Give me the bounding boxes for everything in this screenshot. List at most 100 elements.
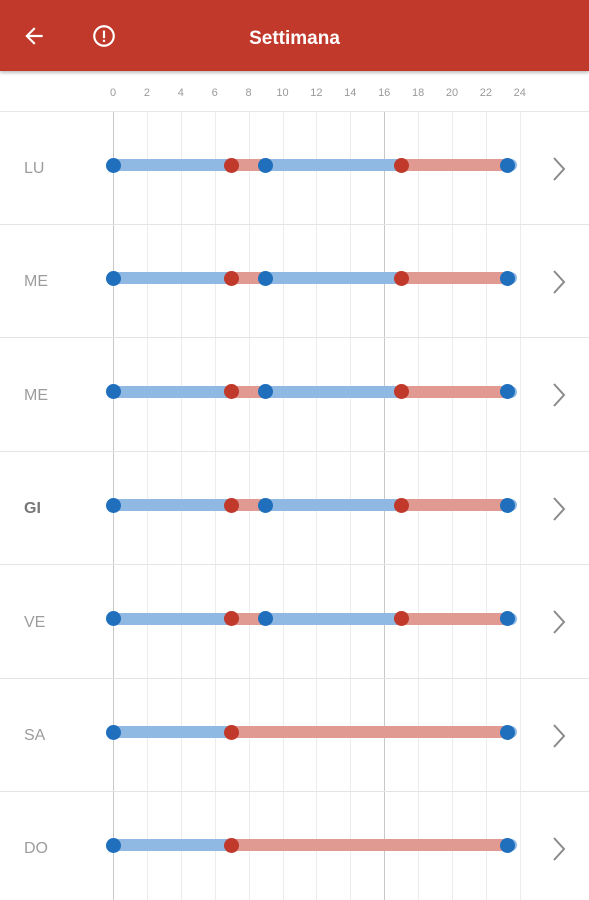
axis-tick: 14 — [344, 87, 357, 99]
switch-point[interactable] — [500, 724, 516, 740]
chevron-right-icon[interactable] — [544, 566, 574, 679]
switch-point[interactable] — [258, 157, 274, 173]
axis-tick: 12 — [310, 87, 323, 99]
axis-tick: 16 — [378, 87, 391, 99]
switch-point[interactable] — [224, 270, 240, 286]
switch-point[interactable] — [393, 270, 409, 286]
switch-point[interactable] — [393, 384, 409, 400]
switch-point[interactable] — [393, 497, 409, 513]
switch-point[interactable] — [500, 270, 516, 286]
switch-point[interactable] — [500, 384, 516, 400]
switch-point[interactable] — [224, 837, 240, 853]
economy-segment — [231, 499, 266, 512]
comfort-segment — [113, 159, 232, 171]
switch-point[interactable] — [500, 837, 516, 853]
switch-point[interactable] — [224, 384, 240, 400]
economy-segment — [401, 159, 508, 171]
schedule-track — [0, 566, 589, 679]
switch-point[interactable] — [105, 497, 121, 513]
switch-point[interactable] — [224, 724, 240, 740]
comfort-segment — [265, 385, 402, 398]
chevron-right-icon[interactable] — [544, 339, 574, 452]
day-row[interactable]: ME — [0, 225, 589, 339]
switch-point[interactable] — [224, 497, 240, 513]
economy-segment — [231, 159, 266, 171]
app-bar: Settimana — [0, 0, 589, 71]
chevron-right-icon[interactable] — [544, 452, 574, 565]
chevron-right-icon[interactable] — [544, 112, 574, 225]
schedule-track — [0, 339, 589, 452]
axis-tick: 2 — [143, 87, 150, 99]
axis-tick: 24 — [513, 87, 526, 99]
switch-point[interactable] — [258, 497, 274, 513]
economy-segment — [401, 272, 508, 285]
schedule-track — [0, 225, 589, 338]
comfort-segment — [265, 272, 402, 285]
day-label: VE — [24, 613, 46, 631]
switch-point[interactable] — [105, 837, 121, 853]
switch-point[interactable] — [500, 157, 516, 173]
comfort-segment — [265, 612, 402, 625]
day-row[interactable]: LU — [0, 112, 589, 225]
day-label: ME — [24, 273, 48, 291]
chevron-right-icon[interactable] — [544, 679, 574, 792]
day-label: SA — [24, 727, 46, 744]
economy-segment — [401, 499, 508, 512]
economy-segment — [231, 385, 266, 398]
axis-tick: 4 — [177, 87, 184, 99]
axis-tick: 0 — [109, 87, 117, 99]
comfort-segment — [113, 839, 232, 852]
switch-point[interactable] — [258, 384, 274, 400]
axis-tick: 22 — [479, 87, 493, 99]
comfort-segment — [113, 726, 232, 738]
comfort-segment — [113, 612, 232, 625]
axis-tick: 20 — [445, 87, 459, 99]
switch-point[interactable] — [224, 157, 240, 173]
hour-axis: 0 2 4 6 8 10 12 14 16 18 20 22 24 — [0, 71, 589, 112]
schedule-track — [0, 792, 589, 900]
day-row[interactable]: SA — [0, 679, 589, 792]
info-circle-icon — [93, 25, 115, 47]
switch-point[interactable] — [105, 157, 121, 173]
switch-point[interactable] — [105, 384, 121, 400]
comfort-segment — [265, 499, 402, 512]
comfort-segment — [265, 159, 402, 171]
switch-point[interactable] — [500, 497, 516, 513]
comfort-segment — [113, 499, 232, 512]
axis-tick: 8 — [245, 87, 252, 99]
switch-point[interactable] — [393, 157, 409, 173]
day-row[interactable]: DO — [0, 792, 589, 900]
axis-tick: 6 — [211, 87, 218, 99]
economy-segment — [401, 612, 508, 625]
switch-point[interactable] — [105, 270, 121, 286]
switch-point[interactable] — [105, 724, 121, 740]
economy-segment — [231, 839, 508, 852]
comfort-segment — [113, 272, 232, 285]
day-row[interactable]: GI — [0, 452, 589, 566]
arrow-left-icon — [25, 27, 43, 45]
switch-point[interactable] — [393, 611, 409, 627]
back-button[interactable] — [14, 16, 54, 56]
schedule-track — [0, 452, 589, 565]
axis-tick: 18 — [411, 87, 425, 99]
day-label: GI — [24, 500, 41, 518]
schedule-track — [0, 112, 589, 225]
chevron-right-icon[interactable] — [544, 225, 574, 338]
economy-segment — [231, 612, 266, 625]
axis-tick: 10 — [276, 87, 289, 99]
info-button[interactable] — [84, 16, 124, 56]
switch-point[interactable] — [258, 270, 274, 286]
day-row[interactable]: ME — [0, 339, 589, 452]
switch-point[interactable] — [224, 611, 240, 627]
comfort-segment — [113, 385, 232, 398]
switch-point[interactable] — [500, 611, 516, 627]
day-label: ME — [24, 386, 48, 404]
chevron-right-icon[interactable] — [544, 792, 574, 900]
day-label: LU — [24, 160, 45, 177]
switch-point[interactable] — [105, 611, 121, 627]
economy-segment — [231, 726, 508, 738]
economy-segment — [231, 272, 266, 285]
switch-point[interactable] — [258, 611, 274, 627]
day-label: DO — [24, 840, 48, 858]
day-row[interactable]: VE — [0, 566, 589, 679]
